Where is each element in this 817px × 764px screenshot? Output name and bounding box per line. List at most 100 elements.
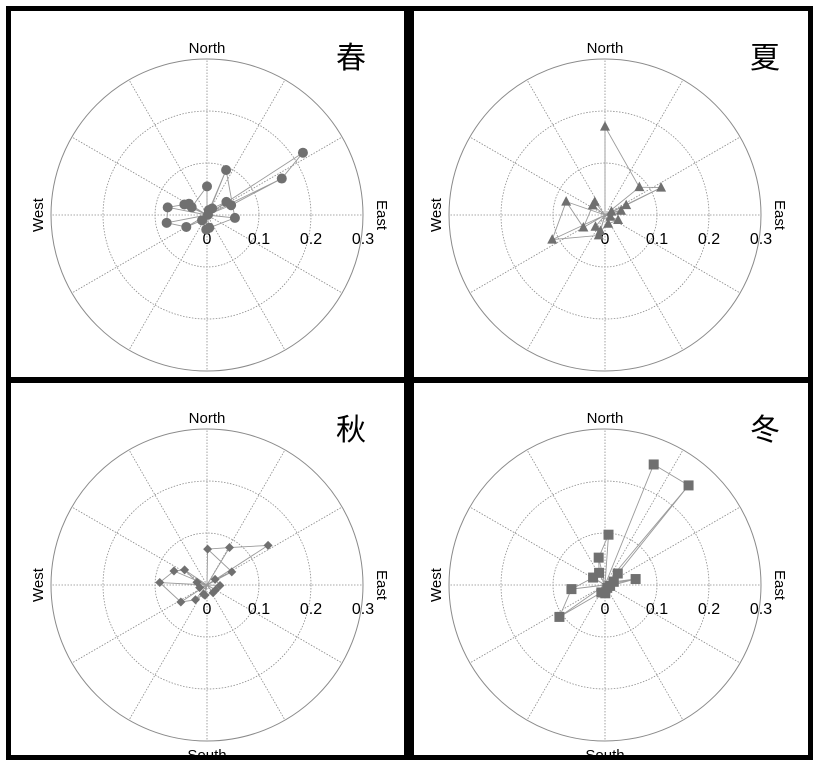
data-point [197, 215, 208, 226]
data-point [603, 529, 614, 540]
data-point [593, 552, 604, 563]
data-point [648, 459, 659, 470]
east-label: East [771, 570, 788, 601]
r-tick-label: 0 [601, 231, 610, 248]
data-point [621, 199, 632, 210]
data-point [630, 574, 641, 585]
r-tick-label: 0.2 [300, 601, 322, 618]
data-point [593, 229, 604, 240]
r-tick-label: 0.1 [646, 601, 668, 618]
data-point [613, 214, 624, 225]
grid-spoke [604, 506, 741, 586]
data-point [229, 212, 240, 223]
r-tick-label: 0.3 [750, 601, 772, 618]
series-markers [554, 459, 694, 622]
radial-line [167, 206, 208, 216]
data-point [224, 543, 234, 553]
season-title: 冬 [750, 413, 780, 448]
data-point [169, 566, 179, 576]
grid-ring [500, 480, 710, 690]
data-point [201, 224, 212, 235]
grid-ring [50, 58, 364, 372]
data-point [603, 218, 614, 228]
r-tick-label: 0.1 [248, 601, 270, 618]
polar-chart-summer: 00.10.20.3NorthSouthWestEast [428, 40, 788, 372]
grid-ring [102, 480, 312, 690]
radial-line [604, 534, 609, 586]
data-point [198, 589, 208, 599]
data-point [202, 181, 212, 192]
data-point [186, 202, 197, 213]
east-label: East [373, 570, 390, 601]
season-title: 秋 [336, 413, 366, 448]
series-polyline [558, 464, 690, 618]
data-point [176, 597, 186, 607]
data-point [600, 121, 610, 131]
north-label: North [189, 40, 226, 57]
data-point [566, 584, 577, 595]
data-point [190, 595, 200, 605]
data-point [612, 568, 623, 579]
grid-spoke [71, 136, 208, 216]
data-point [656, 182, 667, 192]
r-tick-label: 0.1 [646, 231, 668, 248]
r-tick-label: 0 [203, 231, 212, 248]
grid-spoke [128, 79, 208, 216]
r-tick-label: 0.2 [698, 231, 720, 248]
grid-spoke [206, 449, 286, 586]
data-point [276, 173, 287, 184]
polar-chart-spring: 00.10.20.3NorthSouthWestEast [30, 40, 390, 372]
data-point [263, 540, 273, 550]
data-point [561, 196, 572, 206]
east-label: East [373, 200, 390, 231]
grid-spoke [526, 584, 606, 721]
data-point [161, 217, 172, 228]
r-tick-label: 0 [203, 601, 212, 618]
grid-spoke [206, 79, 286, 216]
data-point [203, 544, 213, 554]
chart-panel-summer: 00.10.20.3NorthSouthWestEast 夏 [409, 6, 813, 382]
data-point [589, 196, 600, 206]
polar-chart-winter: 0 0.1 0.2 0.3 North South West East [428, 410, 788, 755]
data-point [208, 588, 218, 598]
grid-spoke [206, 136, 343, 216]
grid-spoke [206, 214, 343, 294]
grid-ring [500, 110, 710, 320]
grid-spoke [526, 449, 606, 586]
radial-line [206, 547, 230, 586]
grid-spoke [71, 506, 208, 586]
data-point [180, 565, 190, 575]
polar-grid [50, 58, 364, 372]
data-point [554, 611, 565, 622]
grid-ring [448, 428, 762, 742]
data-point [588, 572, 599, 583]
grid-spoke [206, 214, 286, 351]
north-label: North [587, 410, 624, 427]
south-label: South [585, 747, 624, 755]
grid-ring [50, 428, 364, 742]
grid-spoke [469, 584, 606, 664]
chart-panel-winter: 0 0.1 0.2 0.3 North South West East 冬 [409, 378, 813, 760]
data-point [155, 578, 165, 588]
r-tick-label: 0.3 [352, 231, 374, 248]
grid-spoke [128, 449, 208, 586]
series-lines [558, 464, 690, 618]
season-title: 夏 [750, 41, 780, 76]
grid-spoke [206, 506, 343, 586]
data-point [578, 221, 589, 232]
radial-line [552, 214, 606, 241]
grid-spoke [469, 214, 606, 294]
radial-line [206, 549, 209, 586]
data-point [195, 583, 205, 593]
grid-spoke [604, 214, 684, 351]
grid-spoke [604, 79, 684, 216]
grid-spoke [128, 214, 208, 351]
data-point [181, 221, 192, 232]
data-point [616, 205, 627, 215]
north-label: North [189, 410, 226, 427]
series-markers [547, 121, 667, 244]
data-point [605, 211, 616, 221]
grid-spoke [526, 214, 606, 351]
west-label: West [428, 197, 445, 232]
data-point [221, 165, 232, 176]
